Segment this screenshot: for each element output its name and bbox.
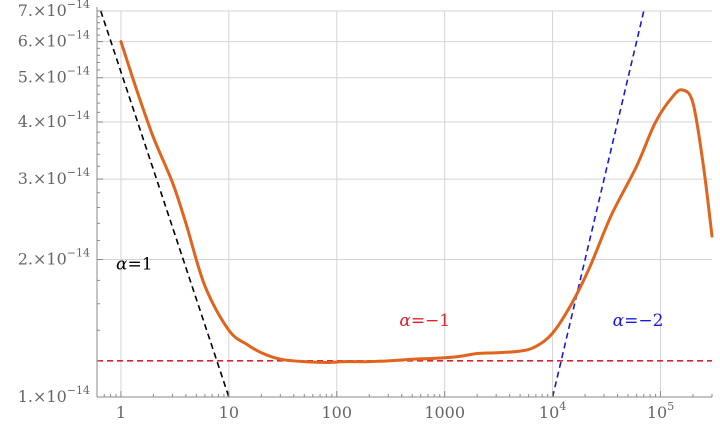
x-tick-label: 1 xyxy=(116,403,126,422)
reference-dashed-line xyxy=(99,10,230,397)
slope-annotation: α=−2 xyxy=(613,311,664,331)
y-tick-label: 7.×10−14 xyxy=(18,0,90,20)
y-tick-label: 3.×10−14 xyxy=(18,166,90,188)
y-tick-label: 5.×10−14 xyxy=(18,65,90,87)
x-tick-label: 105 xyxy=(647,400,674,422)
y-tick-label: 4.×10−14 xyxy=(18,109,90,131)
x-tick-label: 104 xyxy=(539,400,566,422)
reference-dashed-line xyxy=(551,10,645,397)
x-tick-label: 100 xyxy=(321,403,352,422)
slope-annotation: α=1 xyxy=(116,255,153,275)
x-tick-label: 10 xyxy=(219,403,239,422)
y-tick-label: 1.×10−14 xyxy=(18,384,90,406)
main-series-line xyxy=(119,40,714,364)
y-tick-label: 6.×10−14 xyxy=(18,29,90,51)
y-tick-label: 2.×10−14 xyxy=(18,247,90,269)
plot-frame xyxy=(96,7,712,398)
x-axis-ticks: 1 10 100 1000 104 105 xyxy=(96,391,713,422)
x-tick-label: 1000 xyxy=(424,403,465,422)
grid xyxy=(97,10,712,398)
y-axis-ticks: 1.×10−14 2.×10−14 3.×10−14 4.×10−14 5.×10−14… xyxy=(18,0,103,406)
series-layer xyxy=(97,10,714,397)
annotations: α=1 α=−1 α=−2 xyxy=(116,255,663,331)
slope-annotation: α=−1 xyxy=(399,311,450,331)
